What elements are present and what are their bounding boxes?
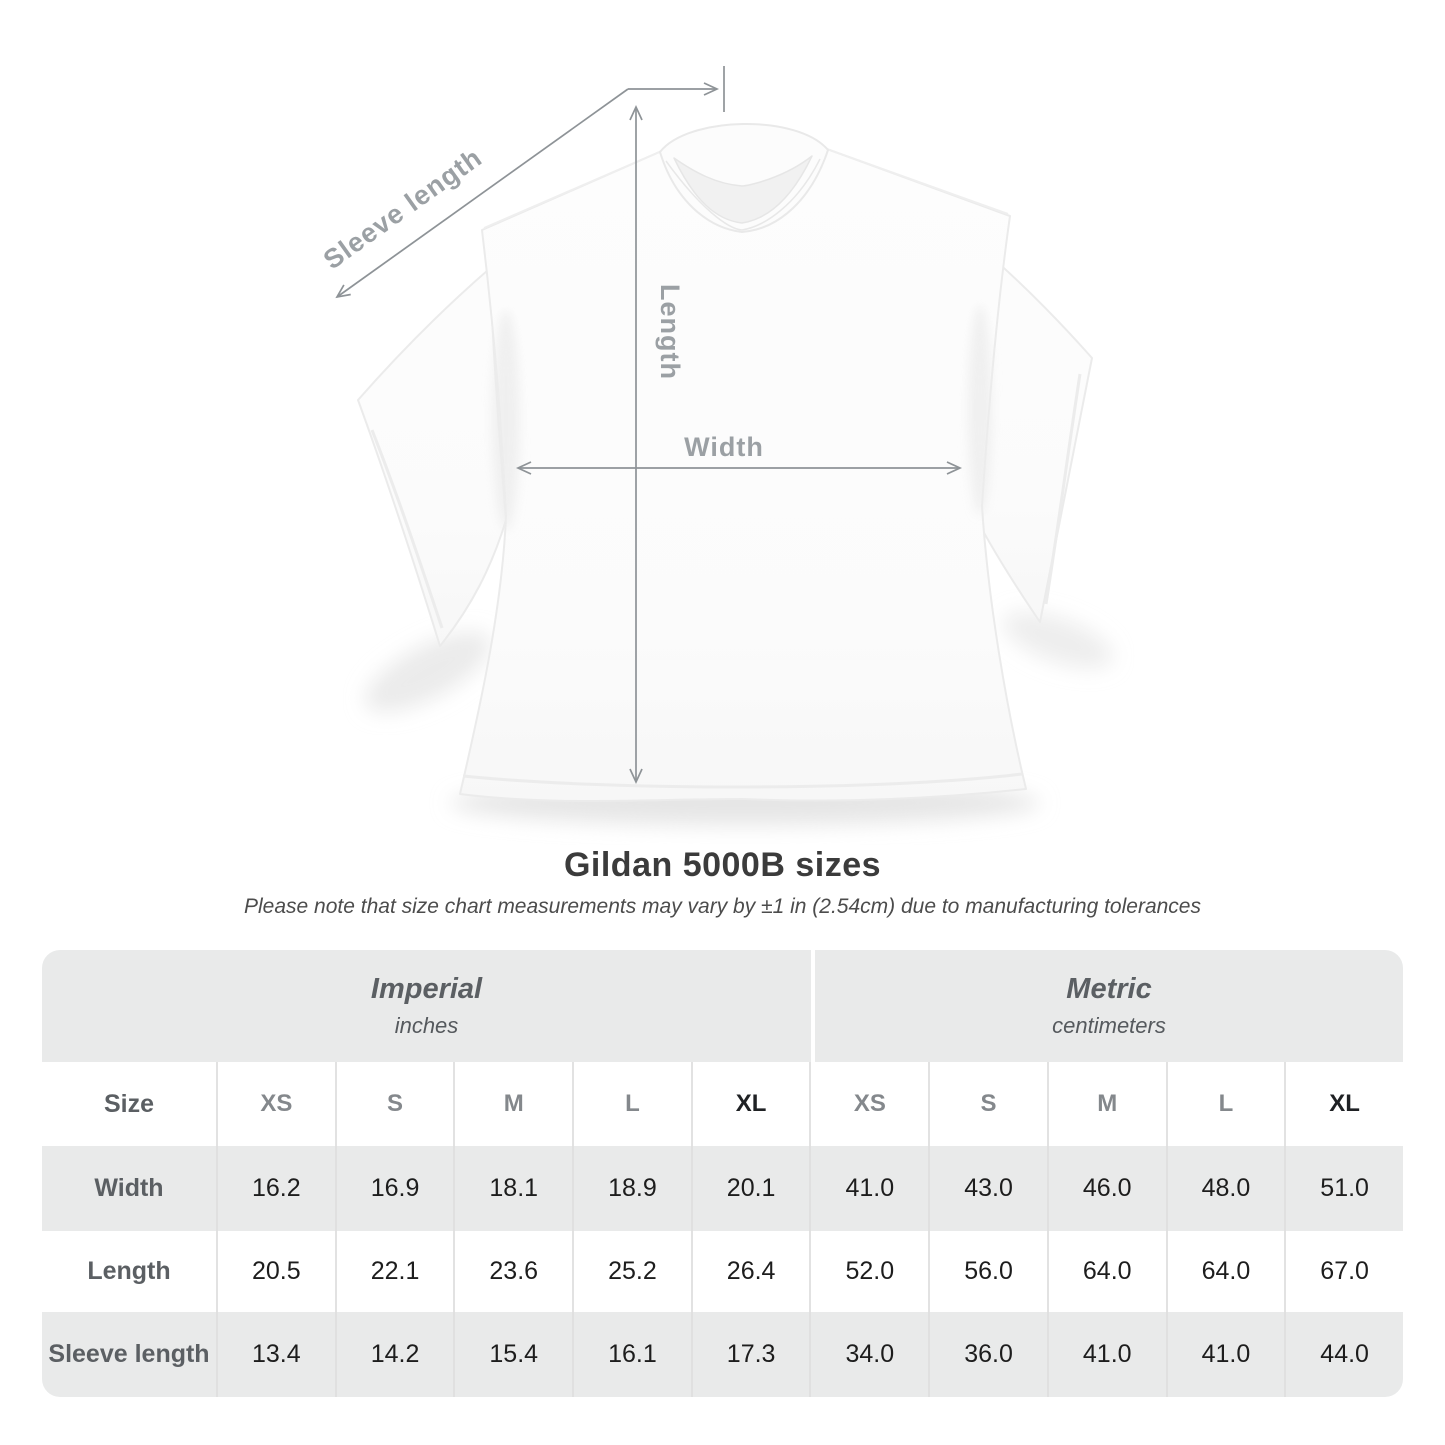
value-cell-imperial: 18.1 xyxy=(453,1146,572,1231)
unit-group-band: Imperial inches Metric centimeters xyxy=(42,950,1403,1062)
value-cell-metric: 52.0 xyxy=(809,1231,928,1312)
value-cell-metric: 64.0 xyxy=(1165,1231,1285,1312)
width-label: Width xyxy=(684,432,764,462)
row-label: Sleeve length xyxy=(48,1340,210,1368)
sleeve-length-label: Sleeve length xyxy=(318,142,488,275)
imperial-unit: inches xyxy=(394,1013,459,1038)
value-cell-metric: 36.0 xyxy=(928,1312,1047,1397)
size-header-metric-xl: XL xyxy=(1284,1062,1403,1146)
value-cell-imperial: 23.6 xyxy=(453,1231,572,1312)
shoulder-reference-arrow xyxy=(628,66,725,112)
table-row-width: Width 16.2 16.9 18.1 18.9 20.1 41.0 43.0 46.0 48.… xyxy=(42,1146,1403,1231)
value-cell-imperial: 20.1 xyxy=(690,1146,810,1231)
size-header-imperial-s: S xyxy=(334,1062,454,1146)
value-cell-imperial: 16.2 xyxy=(216,1146,335,1231)
value-cell-imperial: 16.9 xyxy=(334,1146,454,1231)
value-cell-metric: 51.0 xyxy=(1284,1146,1403,1231)
value-cell-imperial: 20.5 xyxy=(216,1231,335,1312)
size-col-header: Size xyxy=(103,1089,155,1118)
size-header-imperial-l: L xyxy=(572,1062,691,1146)
size-header-imperial-xs: XS xyxy=(216,1062,335,1146)
group-divider xyxy=(811,950,815,1062)
value-cell-imperial: 25.2 xyxy=(572,1231,691,1312)
width-arrow xyxy=(515,461,963,475)
tshirt-measurement-diagram: Sleeve length Length Width xyxy=(318,66,1114,825)
value-cell-metric: 41.0 xyxy=(1165,1312,1285,1397)
value-cell-imperial: 18.9 xyxy=(572,1146,691,1231)
size-header-row: Size XS S M L XL XS S M L XL xyxy=(42,1062,1403,1146)
sleeve-length-arrow xyxy=(335,88,629,299)
value-cell-metric: 44.0 xyxy=(1284,1312,1403,1397)
value-cell-metric: 46.0 xyxy=(1046,1146,1166,1231)
value-cell-metric: 56.0 xyxy=(928,1231,1047,1312)
size-chart-table: Imperial inches Metric centimeters Size X… xyxy=(42,950,1403,1397)
size-header-metric-l: L xyxy=(1165,1062,1285,1146)
row-label: Width xyxy=(94,1174,164,1202)
metric-unit: centimeters xyxy=(1052,1013,1166,1038)
size-header-metric-m: M xyxy=(1046,1062,1166,1146)
value-cell-imperial: 16.1 xyxy=(572,1312,691,1397)
value-cell-metric: 34.0 xyxy=(809,1312,928,1397)
page-title: Gildan 5000B sizes xyxy=(563,846,882,884)
value-cell-imperial: 17.3 xyxy=(690,1312,810,1397)
measurement-arrows xyxy=(335,66,963,785)
length-arrow xyxy=(629,104,643,785)
imperial-title: Imperial xyxy=(370,973,483,1005)
table-row-sleeve-length: Sleeve length 13.4 14.2 15.4 16.1 17.3 34.0 36.… xyxy=(42,1312,1403,1397)
size-header-metric-xs: XS xyxy=(809,1062,928,1146)
value-cell-metric: 67.0 xyxy=(1284,1231,1403,1312)
value-cell-metric: 41.0 xyxy=(1046,1312,1166,1397)
value-cell-imperial: 14.2 xyxy=(334,1312,454,1397)
table-row-length: Length 20.5 22.1 23.6 25.2 26.4 52.0 56.0 64.0 64… xyxy=(42,1231,1403,1312)
value-cell-imperial: 13.4 xyxy=(216,1312,335,1397)
value-cell-metric: 41.0 xyxy=(809,1146,928,1231)
value-cell-metric: 64.0 xyxy=(1046,1231,1166,1312)
value-cell-imperial: 22.1 xyxy=(334,1231,454,1312)
tshirt-graphic xyxy=(357,123,1093,803)
row-label: Length xyxy=(87,1257,171,1285)
metric-title: Metric xyxy=(1066,973,1152,1005)
size-header-metric-s: S xyxy=(928,1062,1047,1146)
value-cell-metric: 43.0 xyxy=(928,1146,1047,1231)
length-label: Length xyxy=(655,284,685,380)
size-header-imperial-m: M xyxy=(453,1062,572,1146)
value-cell-metric: 48.0 xyxy=(1165,1146,1285,1231)
value-cell-imperial: 26.4 xyxy=(690,1231,810,1312)
tolerance-note: Please note that size chart measurements… xyxy=(244,895,1201,918)
imperial-group-header: Imperial inches xyxy=(42,950,811,1062)
value-cell-imperial: 15.4 xyxy=(453,1312,572,1397)
metric-group-header: Metric centimeters xyxy=(815,950,1403,1062)
size-header-imperial-xl: XL xyxy=(690,1062,810,1146)
